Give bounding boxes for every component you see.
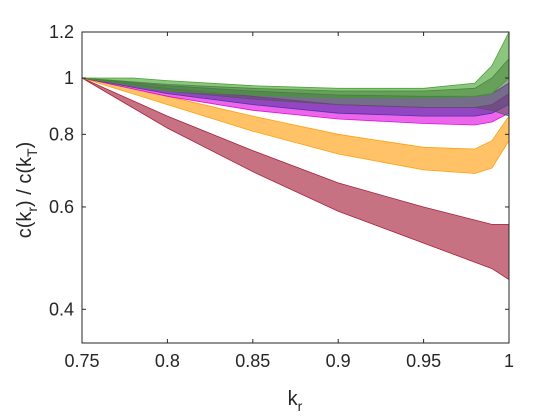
series-bands	[81, 31, 510, 281]
x-axis-label: kr	[288, 388, 303, 414]
x-tick-label: 0.95	[406, 351, 441, 371]
x-axis-ticks: 0.75 0.8 0.85 0.9 0.95 1	[64, 32, 514, 371]
y-tick-label: 0.8	[49, 124, 74, 144]
y-axis-label-sub1: r	[24, 207, 40, 212]
y-axis-ticks: 0.4 0.6 0.8 1 1.2	[49, 22, 509, 319]
plot-frame	[81, 31, 510, 344]
x-axis-label-main: k	[288, 388, 299, 410]
y-axis-label-part3: )	[14, 142, 36, 149]
x-tick-label: 0.8	[155, 351, 180, 371]
x-axis-label-sub: r	[298, 398, 303, 414]
y-tick-label: 0.6	[49, 197, 74, 217]
y-axis-label-part2: ) / c(k	[14, 156, 36, 207]
y-tick-label: 1.2	[49, 22, 74, 42]
y-axis-label: c(kr) / c(kT)	[14, 142, 40, 239]
y-tick-label: 1	[64, 68, 74, 88]
x-tick-label: 0.75	[64, 351, 99, 371]
y-tick-label: 0.4	[49, 299, 74, 319]
x-tick-label: 0.85	[235, 351, 270, 371]
y-axis-label-part1: c(k	[14, 211, 36, 239]
x-tick-label: 0.9	[326, 351, 351, 371]
y-axis-label-sub2: T	[24, 148, 40, 157]
x-tick-label: 1	[504, 351, 514, 371]
